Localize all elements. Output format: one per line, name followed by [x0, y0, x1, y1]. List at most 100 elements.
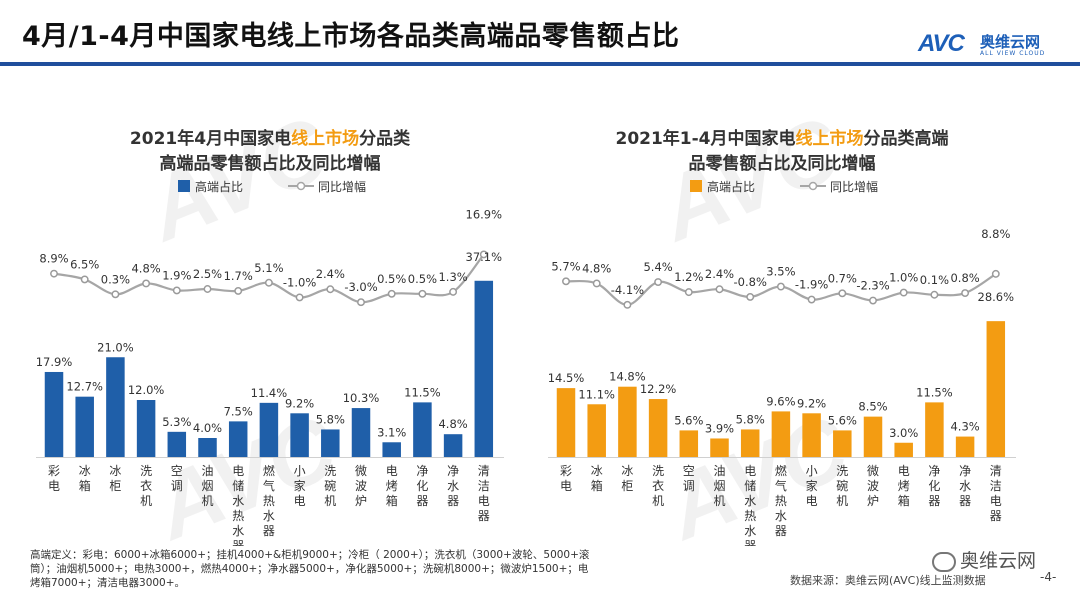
category-char: 储 [232, 478, 244, 493]
bar-value-label: 12.0% [128, 383, 165, 397]
bar-value-label: 11.5% [916, 385, 953, 399]
category-label: 洗碗机 [836, 464, 848, 508]
category-char: 热 [775, 494, 787, 508]
line-point [266, 280, 272, 286]
category-char: 碗 [324, 478, 336, 493]
category-char: 烤 [898, 478, 910, 493]
line-value-label: 1.3% [438, 270, 467, 284]
category-char: 机 [324, 494, 336, 508]
bar [680, 430, 699, 457]
category-char: 冰 [109, 464, 121, 478]
category-char: 电 [898, 464, 910, 478]
category-char: 柜 [109, 479, 121, 493]
line-value-label: 4.8% [131, 261, 160, 275]
line-point [686, 289, 692, 295]
line-point [931, 292, 937, 298]
category-label: 净水器 [447, 464, 459, 508]
chart-april: AVCAVC2021年4月中国家电线上市场分品类高端品零售额占比及同比增幅高端占… [20, 70, 520, 546]
line-point [624, 302, 630, 308]
bar [229, 421, 248, 457]
chart-title-part: 品零售额占比及同比增幅 [689, 153, 876, 174]
line-point [450, 289, 456, 295]
chart-jan-apr: AVCAVC2021年1-4月中国家电线上市场分品类高端品零售额占比及同比增幅高… [532, 70, 1032, 546]
bar-value-label: 8.5% [858, 400, 887, 414]
bar [557, 388, 576, 457]
line-value-label: 2.4% [705, 267, 734, 281]
category-char: 洁 [990, 479, 1002, 493]
category-char: 器 [928, 494, 940, 508]
bar [618, 387, 637, 457]
category-label: 微波炉 [867, 464, 879, 508]
category-char: 电 [560, 479, 572, 493]
legend-bar-swatch [690, 180, 702, 192]
line-value-label: 0.3% [101, 272, 130, 286]
category-label: 电储水热水器 [232, 464, 244, 546]
page-number: -4- [1040, 570, 1056, 584]
line-value-label: 0.1% [920, 273, 949, 287]
bar-value-label: 17.9% [36, 355, 73, 369]
line-value-label: 1.9% [162, 268, 191, 282]
line-point [901, 289, 907, 295]
legend-line-marker [298, 183, 305, 190]
chart-title-part: 2021年1-4月中国家电 [615, 128, 795, 149]
bar [168, 432, 187, 457]
line-value-label: 3.5% [766, 265, 795, 279]
line-value-label: 5.4% [643, 260, 672, 274]
category-char: 空 [683, 464, 695, 478]
category-char: 碗 [836, 478, 848, 493]
category-char: 烤 [386, 478, 398, 493]
category-char: 器 [744, 539, 756, 546]
bar [198, 438, 217, 457]
category-char: 电 [232, 464, 244, 478]
bar-value-label: 4.8% [438, 417, 467, 431]
bar [710, 438, 729, 457]
category-char: 电 [990, 494, 1002, 508]
line-point [235, 288, 241, 294]
legend-line-marker [810, 183, 817, 190]
category-char: 气 [775, 478, 787, 493]
chart-title-part: 分品类高端 [864, 128, 949, 149]
bar [925, 402, 944, 457]
bar [802, 413, 821, 457]
bar-value-label: 5.6% [674, 413, 703, 427]
category-char: 彩 [560, 464, 572, 478]
category-char: 冰 [621, 464, 633, 478]
bar [741, 429, 760, 457]
category-label: 彩电 [560, 464, 572, 493]
line-point [327, 286, 333, 292]
category-label: 空调 [683, 464, 695, 493]
category-char: 油 [713, 464, 725, 478]
bar-value-label: 4.0% [193, 421, 222, 435]
category-char: 水 [232, 524, 244, 538]
chart-title-line: 2021年4月中国家电线上市场分品类 [130, 128, 411, 149]
bar-value-label: 3.0% [889, 426, 918, 440]
legend-line-label: 同比增幅 [830, 179, 878, 194]
page-title: 4月/1-4月中国家电线上市场各品类高端品零售额占比 [22, 14, 679, 53]
category-label: 洗碗机 [324, 464, 336, 508]
category-char: 调 [171, 479, 183, 493]
bar-value-label: 5.3% [162, 415, 191, 429]
chart-title-line: 2021年1-4月中国家电线上市场分品类高端 [615, 128, 948, 149]
bar [987, 321, 1006, 457]
line-point [808, 296, 814, 302]
category-char: 器 [990, 509, 1002, 523]
bar [352, 408, 371, 457]
category-char: 洁 [478, 479, 490, 493]
category-char: 水 [232, 494, 244, 508]
category-char: 器 [416, 494, 428, 508]
line-point [563, 278, 569, 284]
category-char: 微 [867, 464, 879, 478]
category-char: 波 [867, 479, 879, 493]
category-char: 冰 [79, 464, 91, 478]
line-value-label: 16.9% [466, 207, 503, 221]
category-char: 电 [294, 494, 306, 508]
category-char: 净 [959, 464, 971, 478]
footnote-definition: 高端定义：彩电：6000+冰箱6000+；挂机4000+&柜机9000+；冷柜（… [30, 548, 590, 590]
line-value-label: 2.4% [316, 267, 345, 281]
line-value-label: 8.9% [39, 252, 68, 266]
line-point [870, 297, 876, 303]
category-char: 炉 [867, 494, 879, 508]
legend-line-label: 同比增幅 [318, 179, 366, 194]
category-char: 器 [959, 494, 971, 508]
category-char: 微 [355, 464, 367, 478]
